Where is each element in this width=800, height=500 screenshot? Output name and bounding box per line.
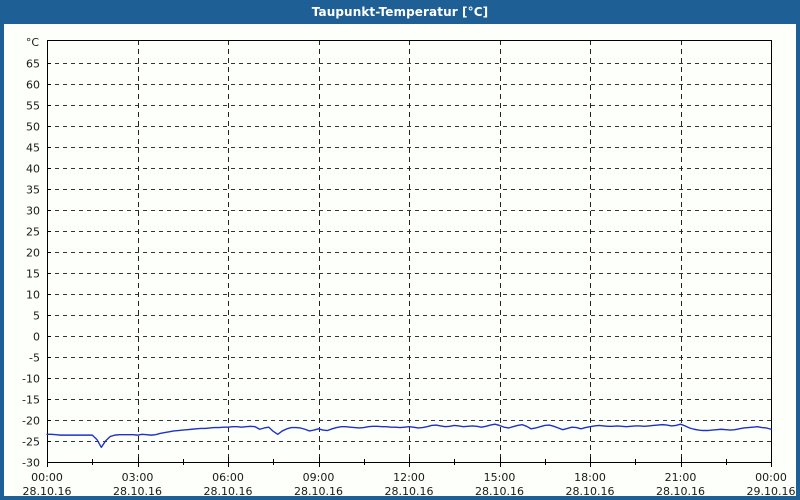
x-axis-time-label: 06:00 bbox=[212, 471, 244, 484]
x-axis-date-label: 28.10.16 bbox=[204, 485, 253, 496]
vertical-gridlines bbox=[138, 40, 682, 462]
y-axis-label: 5 bbox=[33, 310, 40, 323]
chart-background bbox=[4, 24, 796, 496]
x-axis-date-label: 28.10.16 bbox=[113, 485, 162, 496]
x-axis-time-label: 21:00 bbox=[665, 471, 697, 484]
series-line-taupunkt bbox=[46, 423, 772, 448]
x-axis-date-label: 29.10.16 bbox=[747, 485, 796, 496]
y-axis-unit-label: °C bbox=[26, 36, 40, 49]
x-axis-date-label: 28.10.16 bbox=[566, 485, 615, 496]
y-axis-label: 40 bbox=[26, 163, 40, 176]
dewpoint-temperature-line-chart: 65605550454035302520151050-5-10-15-20-25… bbox=[4, 24, 796, 496]
x-axis-time-label: 00:00 bbox=[31, 471, 63, 484]
y-axis-tick-labels: 65605550454035302520151050-5-10-15-20-25… bbox=[22, 58, 40, 470]
axis-frame bbox=[47, 40, 772, 463]
y-axis-label: 30 bbox=[26, 205, 40, 218]
y-axis-label: -30 bbox=[22, 457, 40, 470]
page-title: Taupunkt-Temperatur [°C] bbox=[311, 5, 489, 19]
x-axis-time-label: 15:00 bbox=[484, 471, 516, 484]
y-axis-label: 35 bbox=[26, 184, 40, 197]
y-axis-label: -25 bbox=[22, 436, 40, 449]
x-axis-time-label: 18:00 bbox=[574, 471, 606, 484]
x-axis-date-label: 28.10.16 bbox=[294, 485, 343, 496]
y-axis-label: -15 bbox=[22, 394, 40, 407]
y-axis-label: 60 bbox=[26, 79, 40, 92]
x-axis-time-label: 00:00 bbox=[755, 471, 787, 484]
y-axis-label: 65 bbox=[26, 58, 40, 71]
y-axis-label: 55 bbox=[26, 100, 40, 113]
window-title-bar: Taupunkt-Temperatur [°C] bbox=[4, 0, 796, 24]
y-axis-label: -20 bbox=[22, 415, 40, 428]
y-axis-label: -10 bbox=[22, 373, 40, 386]
x-axis-date-label: 28.10.16 bbox=[23, 485, 72, 496]
x-axis-date-label: 28.10.16 bbox=[385, 485, 434, 496]
x-axis-date-label: 28.10.16 bbox=[475, 485, 524, 496]
x-axis-tick-labels: 00:0028.10.1603:0028.10.1606:0028.10.160… bbox=[23, 471, 796, 496]
x-axis-date-label: 28.10.16 bbox=[656, 485, 705, 496]
chart-canvas: 65 60 55 50 45 40 35 30 25 20 15 10 5 0 -5 -10 -15 -20 -25… bbox=[4, 24, 796, 496]
x-axis-time-label: 12:00 bbox=[393, 471, 425, 484]
y-axis-label: 20 bbox=[26, 247, 40, 260]
y-axis-label: 0 bbox=[33, 331, 40, 344]
y-axis-label: 50 bbox=[26, 121, 40, 134]
y-axis-label: -5 bbox=[29, 352, 40, 365]
y-axis-label: 45 bbox=[26, 142, 40, 155]
y-axis-label: 15 bbox=[26, 268, 40, 281]
data-series-group bbox=[46, 423, 772, 448]
x-axis-time-label: 03:00 bbox=[122, 471, 154, 484]
y-axis-label: 25 bbox=[26, 226, 40, 239]
y-axis-label: 10 bbox=[26, 289, 40, 302]
x-axis-time-label: 09:00 bbox=[303, 471, 335, 484]
